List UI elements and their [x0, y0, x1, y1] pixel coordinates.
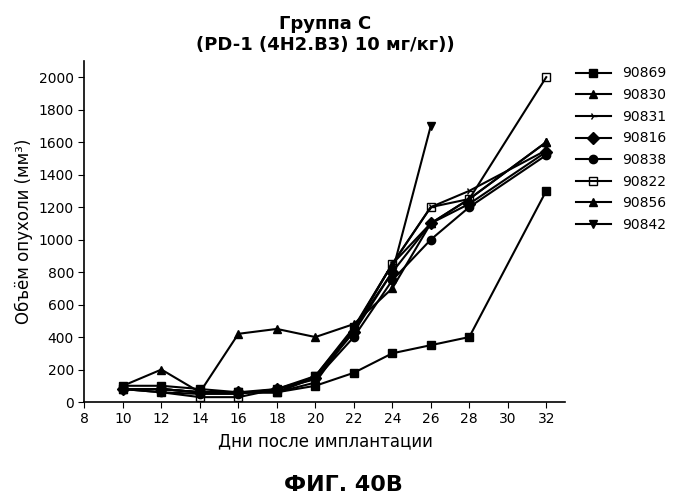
90842 [427, 123, 435, 129]
90869 [427, 342, 435, 348]
Line: 90822: 90822 [119, 73, 550, 402]
90816 [311, 374, 319, 380]
90856 [311, 334, 319, 340]
X-axis label: Дни после имплантации: Дни после имплантации [218, 432, 432, 450]
Line: 90830: 90830 [119, 138, 550, 396]
90856 [427, 220, 435, 226]
90838 [465, 204, 473, 210]
90838 [157, 390, 166, 396]
90816 [196, 390, 204, 396]
90856 [350, 321, 358, 327]
90822 [157, 390, 166, 396]
Text: ФИГ. 40В: ФИГ. 40В [284, 475, 403, 495]
90869 [542, 188, 550, 194]
90822 [234, 394, 243, 400]
Line: 90816: 90816 [119, 148, 550, 396]
90822 [542, 74, 550, 80]
90831 [427, 204, 435, 210]
90869 [196, 386, 204, 392]
90816 [542, 149, 550, 155]
90842 [157, 386, 166, 392]
90822 [273, 386, 281, 392]
90856 [119, 383, 127, 389]
90831 [273, 390, 281, 396]
90830 [542, 139, 550, 145]
90822 [196, 394, 204, 400]
90856 [157, 366, 166, 372]
90842 [196, 390, 204, 396]
90842 [273, 390, 281, 396]
90842 [311, 373, 319, 379]
90816 [119, 386, 127, 392]
90838 [427, 236, 435, 242]
90838 [273, 386, 281, 392]
90838 [542, 152, 550, 158]
90831 [465, 188, 473, 194]
Legend: 90869, 90830, 90831, 90816, 90838, 90822, 90856, 90842: 90869, 90830, 90831, 90816, 90838, 90822… [570, 61, 671, 238]
90816 [273, 386, 281, 392]
90869 [234, 390, 243, 396]
90842 [119, 386, 127, 392]
90822 [388, 261, 396, 267]
90830 [273, 390, 281, 396]
90869 [273, 390, 281, 396]
90831 [157, 386, 166, 392]
90831 [234, 390, 243, 396]
90838 [388, 277, 396, 283]
90856 [542, 139, 550, 145]
90830 [157, 386, 166, 392]
Y-axis label: Объём опухоли (мм³): Объём опухоли (мм³) [15, 139, 33, 324]
90869 [157, 383, 166, 389]
90830 [465, 196, 473, 202]
90856 [388, 286, 396, 292]
90838 [350, 334, 358, 340]
90869 [465, 334, 473, 340]
90869 [119, 383, 127, 389]
90816 [157, 386, 166, 392]
90830 [196, 390, 204, 396]
90869 [350, 370, 358, 376]
90831 [388, 261, 396, 267]
90816 [427, 220, 435, 226]
90822 [119, 386, 127, 392]
90816 [388, 269, 396, 275]
90822 [350, 324, 358, 330]
Title: Группа С
(PD-1 (4H2.B3) 10 мг/кг)): Группа С (PD-1 (4H2.B3) 10 мг/кг)) [196, 15, 454, 54]
90831 [311, 374, 319, 380]
90830 [388, 261, 396, 267]
90856 [196, 390, 204, 396]
Line: 90856: 90856 [119, 138, 550, 396]
90838 [311, 376, 319, 382]
90838 [119, 386, 127, 392]
90831 [119, 386, 127, 392]
90856 [465, 196, 473, 202]
90816 [350, 329, 358, 335]
90842 [388, 269, 396, 275]
90838 [234, 391, 243, 397]
90822 [427, 204, 435, 210]
90842 [350, 326, 358, 332]
90842 [234, 390, 243, 396]
90838 [196, 391, 204, 397]
90816 [234, 390, 243, 396]
90830 [350, 326, 358, 332]
Line: 90842: 90842 [119, 122, 435, 396]
90830 [311, 380, 319, 386]
90822 [311, 373, 319, 379]
90856 [273, 326, 281, 332]
90822 [465, 196, 473, 202]
90869 [388, 350, 396, 356]
90830 [234, 390, 243, 396]
Line: 90838: 90838 [119, 151, 550, 398]
90830 [427, 220, 435, 226]
90830 [119, 386, 127, 392]
90831 [542, 148, 550, 154]
90816 [465, 201, 473, 207]
Line: 90831: 90831 [119, 146, 550, 397]
90831 [196, 390, 204, 396]
90831 [350, 326, 358, 332]
90856 [234, 331, 243, 337]
Line: 90869: 90869 [119, 186, 550, 396]
90869 [311, 383, 319, 389]
